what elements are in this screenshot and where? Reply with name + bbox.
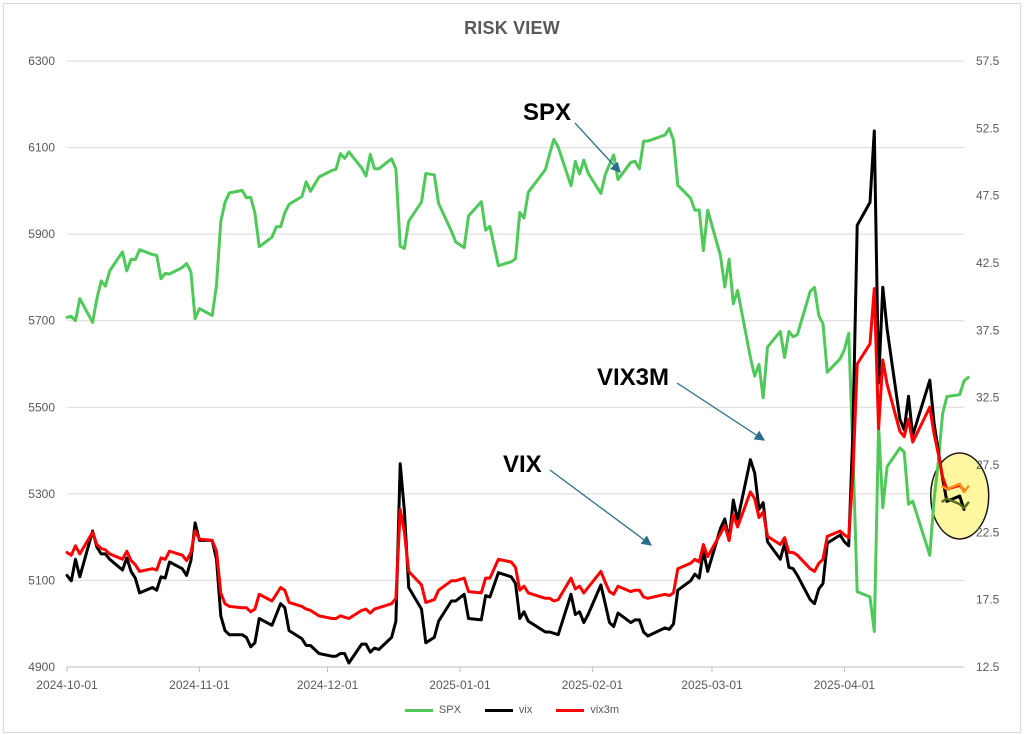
y-right-tick-12.5: 12.5 — [976, 660, 1000, 674]
annotation-arrow-vix3m — [676, 382, 766, 441]
y-left-tick-5300: 5300 — [28, 487, 55, 501]
y-left-tick-5700: 5700 — [28, 314, 55, 328]
legend-swatch-vix — [484, 708, 513, 712]
annotation-spx: SPX — [523, 99, 571, 126]
legend-label-vix: vix — [518, 704, 533, 716]
x-tick-2025-01-01: 2025-01-01 — [429, 678, 491, 692]
y-right-tick-17.5: 17.5 — [976, 593, 1000, 607]
x-tick-2025-03-01: 2025-03-01 — [681, 678, 743, 692]
y-right-tick-47.5: 47.5 — [976, 189, 1000, 203]
legend-item-spx[interactable]: SPX — [404, 704, 461, 716]
legend-swatch-spx — [404, 708, 433, 712]
series-line-vix3m — [65, 287, 966, 620]
axes-layer: 4900 5100 5300 5500 5700 5900 6100 6300 12.5 17.5… — [28, 54, 999, 692]
y-right-tick-52.5: 52.5 — [976, 121, 1000, 135]
y-right-tick-42.5: 42.5 — [976, 256, 1000, 270]
legend-item-vix[interactable]: vix — [484, 704, 533, 716]
y-right-tick-32.5: 32.5 — [976, 391, 1000, 405]
y-left-tick-6300: 6300 — [28, 54, 55, 68]
y-left-tick-5100: 5100 — [28, 573, 55, 587]
x-tick-2025-02-01: 2025-02-01 — [562, 678, 624, 692]
legend-label-vix3m: vix3m — [590, 704, 620, 716]
legend-item-vix3m[interactable]: vix3m — [556, 704, 619, 716]
y-left-tick-6100: 6100 — [28, 141, 55, 155]
legend-swatch-vix3m — [556, 708, 585, 712]
series-line-spx — [65, 127, 970, 633]
series-line-vix — [65, 129, 966, 665]
annotations-layer: SPX VIX3M VIX — [503, 99, 766, 546]
gridlines — [67, 60, 964, 668]
legend-label-spx: SPX — [438, 704, 461, 716]
x-tick-2024-12-01: 2024-12-01 — [297, 678, 359, 692]
y-right-tick-37.5: 37.5 — [976, 323, 1000, 337]
y-right-tick-57.5: 57.5 — [976, 54, 1000, 68]
y-left-tick-4900: 4900 — [28, 660, 55, 674]
y-right-tick-27.5: 27.5 — [976, 458, 1000, 472]
series-line-highlight-3 — [941, 482, 970, 494]
annotation-arrow-vix — [549, 469, 653, 546]
x-tick-2025-04-01: 2025-04-01 — [814, 678, 876, 692]
series-line-highlight-4 — [941, 497, 970, 510]
chart-title: RISK VIEW — [464, 18, 560, 38]
annotation-vix3m: VIX3M — [597, 364, 669, 391]
series-layer — [65, 127, 970, 665]
y-left-tick-5900: 5900 — [28, 227, 55, 241]
legend: SPX vix vix3m — [0, 704, 1024, 716]
x-tick-2024-10-01: 2024-10-01 — [36, 678, 98, 692]
annotation-vix: VIX — [503, 451, 542, 478]
x-tick-2024-11-01: 2024-11-01 — [169, 678, 230, 692]
annotation-arrow-spx — [574, 122, 621, 173]
y-right-tick-22.5: 22.5 — [976, 525, 1000, 539]
y-left-tick-5500: 5500 — [28, 400, 55, 414]
